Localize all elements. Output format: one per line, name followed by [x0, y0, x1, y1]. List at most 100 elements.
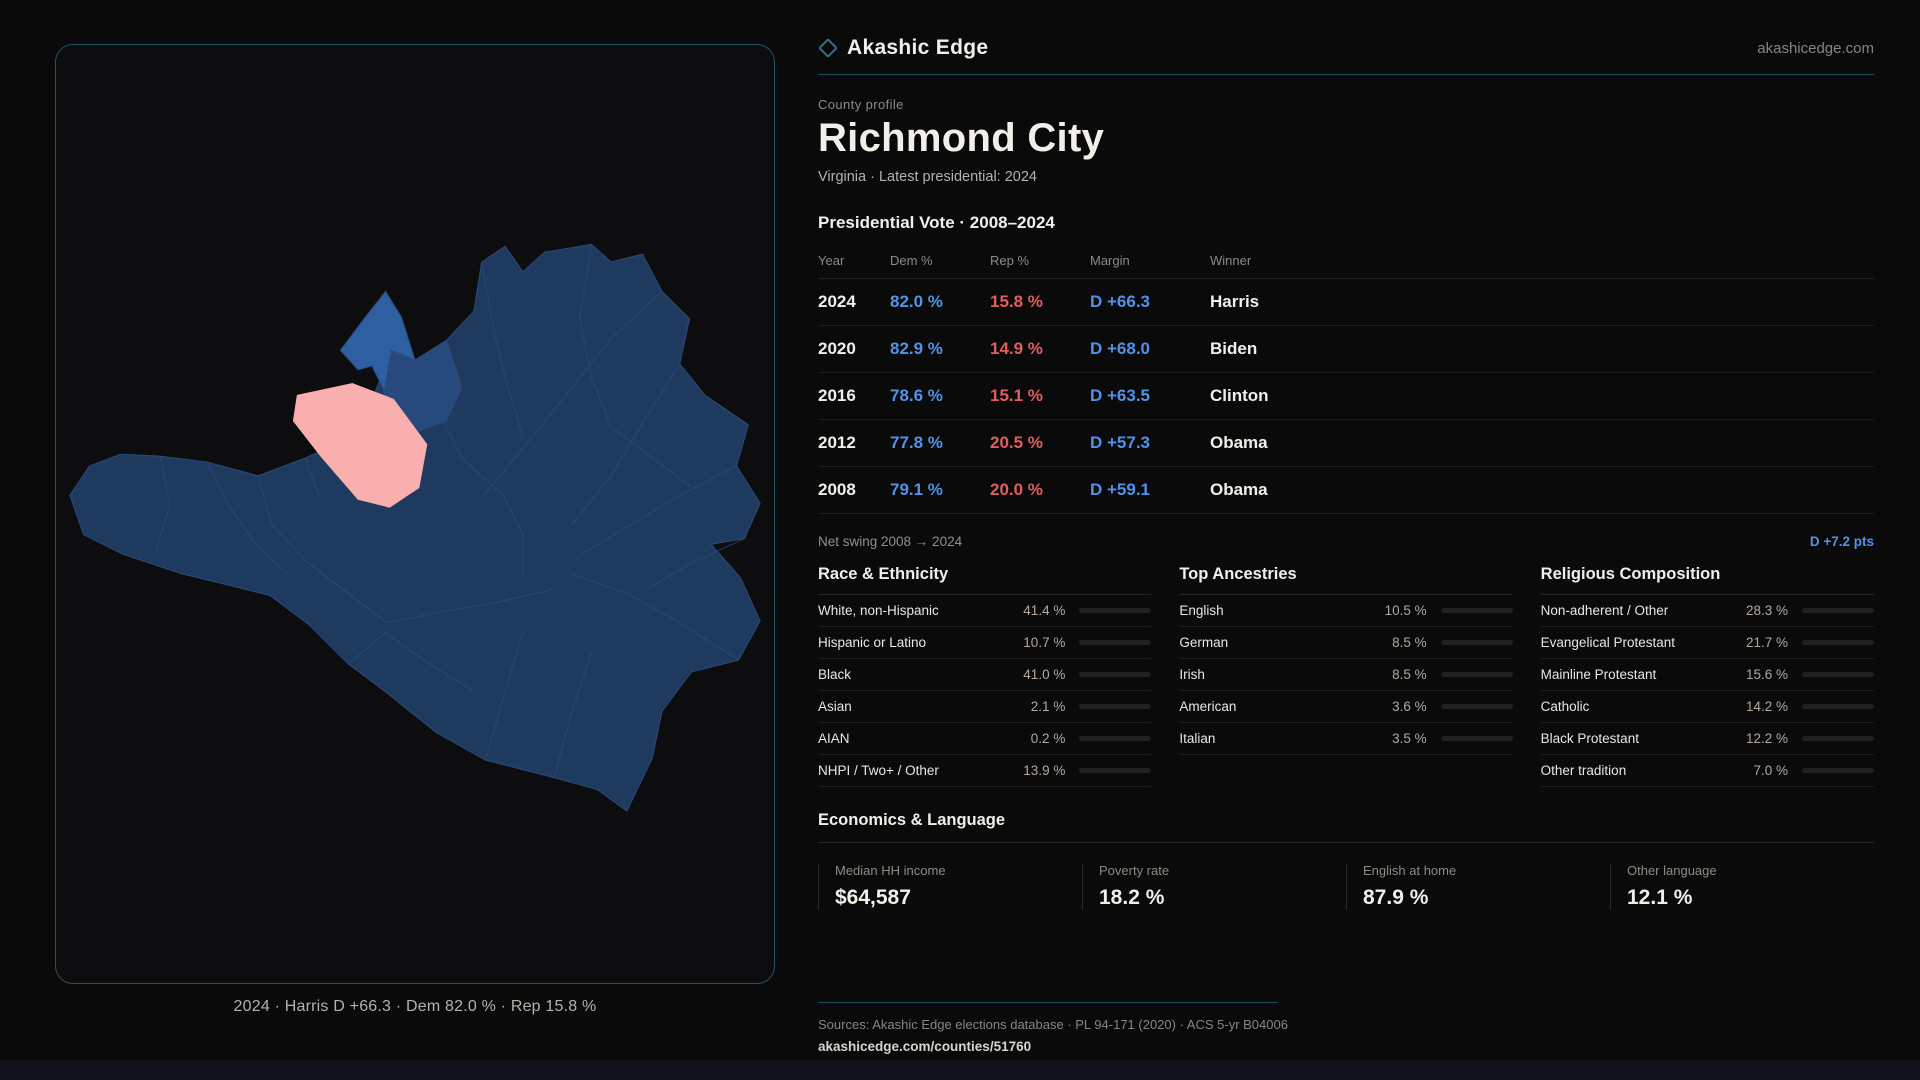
demo-value: 7.0 %: [1753, 763, 1788, 778]
demo-bar: [1801, 768, 1874, 773]
demo-value: 14.2 %: [1745, 699, 1788, 714]
religion-section: Religious Composition Non-adherent / Oth…: [1540, 565, 1874, 787]
list-item: Mainline Protestant 15.6 %: [1540, 659, 1874, 691]
demo-label: AIAN: [818, 731, 850, 746]
presidential-vote-table: Year Dem % Rep % Margin Winner 2024 82.0…: [818, 247, 1874, 514]
dem-cell: 82.9 %: [890, 325, 990, 373]
net-swing-value: D +7.2 pts: [1809, 534, 1874, 549]
dem-cell: 77.8 %: [890, 419, 990, 467]
list-item: Non-adherent / Other 28.3 %: [1540, 595, 1874, 627]
religion-section-title: Religious Composition: [1540, 565, 1874, 595]
rep-cell: 15.8 %: [990, 278, 1090, 326]
list-item: Hispanic or Latino 10.7 %: [818, 627, 1152, 659]
margin-cell: D +68.0: [1090, 325, 1210, 373]
list-item: Irish 8.5 %: [1179, 659, 1513, 691]
demo-bar: [1079, 640, 1152, 645]
list-item: Catholic 14.2 %: [1540, 691, 1874, 723]
demo-bar: [1801, 608, 1874, 613]
demo-bar: [1801, 672, 1874, 677]
demo-label: English: [1179, 603, 1224, 618]
col-header-winner: Winner: [1210, 247, 1874, 279]
page-subtitle: Virginia · Latest presidential: 2024: [818, 169, 1037, 185]
race-ethnicity-section: Race & Ethnicity White, non-Hispanic 41.…: [818, 565, 1152, 787]
year-cell: 2016: [818, 372, 890, 420]
brand-domain-link[interactable]: akashicedge.com: [1757, 39, 1874, 57]
list-item: Black 41.0 %: [818, 659, 1152, 691]
net-swing-row: Net swing 2008 → 2024 D +7.2 pts: [818, 534, 1874, 549]
winner-cell: Obama: [1210, 466, 1874, 514]
precinct-map: [69, 243, 761, 812]
permalink[interactable]: akashicedge.com/counties/51760: [818, 1039, 1032, 1054]
table-row: 2020 82.9 % 14.9 % D +68.0 Biden: [818, 325, 1874, 373]
demo-value: 15.6 %: [1745, 667, 1788, 682]
year-cell: 2024: [818, 278, 890, 326]
ancestries-section: Top Ancestries English 10.5 % German 8.5…: [1179, 565, 1513, 787]
table-row: 2008 79.1 % 20.0 % D +59.1 Obama: [818, 466, 1874, 514]
demo-label: Non-adherent / Other: [1540, 603, 1669, 618]
year-cell: 2020: [818, 325, 890, 373]
dem-cell: 79.1 %: [890, 466, 990, 514]
sources-text: Sources: Akashic Edge elections database…: [818, 1017, 1288, 1032]
demo-bar: [1079, 768, 1152, 773]
demo-label: Catholic: [1540, 699, 1590, 714]
list-item: Other tradition 7.0 %: [1540, 755, 1874, 787]
dem-cell: 82.0 %: [890, 278, 990, 326]
dem-cell: 78.6 %: [890, 372, 990, 420]
list-item: White, non-Hispanic 41.4 %: [818, 595, 1152, 627]
demo-label: NHPI / Two+ / Other: [818, 763, 939, 778]
demo-label: White, non-Hispanic: [818, 603, 939, 618]
stat-label: Other language: [1627, 863, 1717, 878]
stat-english-at-home: English at home 87.9 %: [1346, 863, 1610, 910]
demo-bar: [1801, 736, 1874, 741]
demo-label: Other tradition: [1540, 763, 1627, 778]
demo-value: 8.5 %: [1392, 635, 1427, 650]
margin-cell: D +59.1: [1090, 466, 1210, 514]
demo-bar: [1440, 672, 1513, 677]
demo-label: Black Protestant: [1540, 731, 1639, 746]
list-item: Italian 3.5 %: [1179, 723, 1513, 755]
list-item: American 3.6 %: [1179, 691, 1513, 723]
list-item: AIAN 0.2 %: [818, 723, 1152, 755]
diamond-logo-icon: [818, 38, 838, 58]
demo-value: 3.6 %: [1392, 699, 1427, 714]
demo-bar: [1801, 704, 1874, 709]
demo-value: 2.1 %: [1030, 699, 1066, 714]
demo-bar: [1801, 640, 1874, 645]
col-header-margin: Margin: [1090, 247, 1210, 279]
stat-poverty-rate: Poverty rate 18.2 %: [1082, 863, 1346, 910]
county-profile-panel: Akashic Edge akashicedge.com County prof…: [818, 36, 1874, 1054]
demo-bar: [1079, 608, 1152, 613]
header-divider: [818, 74, 1874, 75]
stat-label: Poverty rate: [1099, 863, 1170, 878]
race-section-title: Race & Ethnicity: [818, 565, 1152, 595]
stat-value: $64,587: [835, 886, 911, 909]
demo-label: Italian: [1179, 731, 1216, 746]
rep-cell: 20.0 %: [990, 466, 1090, 514]
demo-value: 41.4 %: [1023, 603, 1066, 618]
margin-cell: D +57.3: [1090, 419, 1210, 467]
margin-cell: D +66.3: [1090, 278, 1210, 326]
net-swing-label: Net swing 2008 → 2024: [818, 534, 963, 549]
demo-bar: [1079, 736, 1152, 741]
map-caption: 2024 · Harris D +66.3 · Dem 82.0 % · Rep…: [233, 998, 597, 1015]
stat-value: 87.9 %: [1363, 886, 1429, 909]
demo-value: 28.3 %: [1745, 603, 1788, 618]
demo-value: 8.5 %: [1392, 667, 1427, 682]
demo-label: Black: [818, 667, 852, 682]
vote-table-title: Presidential Vote · 2008–2024: [818, 213, 1055, 232]
precinct-map-card: [55, 44, 775, 984]
rep-cell: 20.5 %: [990, 419, 1090, 467]
stat-label: Median HH income: [835, 863, 946, 878]
city-outline: [69, 243, 761, 812]
stat-other-language: Other language 12.1 %: [1610, 863, 1874, 910]
footer-divider: [818, 1002, 1278, 1003]
col-header-dem: Dem %: [890, 247, 990, 279]
page-title: Richmond City: [818, 116, 1105, 160]
demo-value: 10.5 %: [1384, 603, 1427, 618]
demo-label: Irish: [1179, 667, 1205, 682]
economics-stats: Median HH income $64,587 Poverty rate 18…: [818, 863, 1874, 910]
table-row: 2012 77.8 % 20.5 % D +57.3 Obama: [818, 419, 1874, 467]
winner-cell: Harris: [1210, 278, 1874, 326]
bottom-strip: [0, 1060, 1920, 1080]
